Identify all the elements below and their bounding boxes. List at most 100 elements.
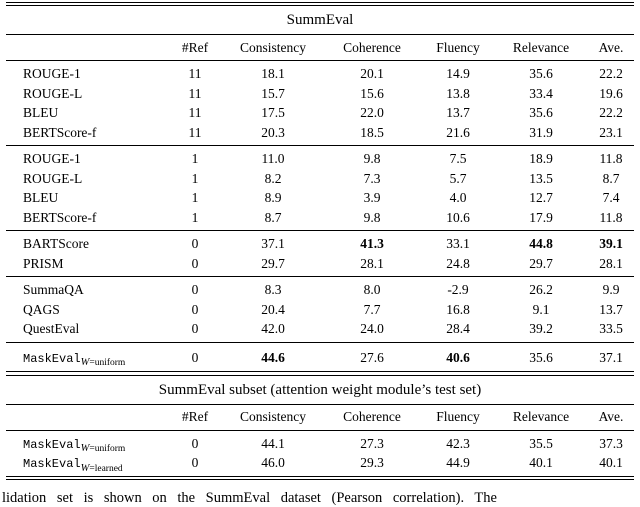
score-cell: 35.6	[529, 105, 553, 121]
score-cell: 9.1	[532, 301, 550, 317]
table-row: BERTScore-f 11 20.3 18.5 21.6 31.9 23.1	[6, 123, 634, 146]
score-cell: 41.3	[322, 230, 422, 254]
table-row: PRISM 0 29.7 28.1 24.8 29.7 28.1	[6, 254, 634, 277]
score-cell: 46.0	[261, 455, 285, 471]
score-cell: 29.7	[261, 255, 285, 271]
score-cell: 22.2	[599, 66, 623, 82]
metric-label: MaskEvalW=learned	[6, 453, 166, 476]
score-cell: 21.6	[446, 124, 470, 140]
score-cell: 18.1	[261, 66, 285, 82]
score-cell: 13.5	[529, 170, 553, 186]
score-cell: 20.1	[360, 66, 384, 82]
score-cell: 28.4	[446, 321, 470, 337]
ref-cell: 0	[166, 276, 224, 300]
col-consistency: Consistency	[224, 35, 322, 62]
corner-cell	[6, 35, 166, 62]
score-cell: 27.3	[360, 435, 384, 451]
col-ave: Ave.	[588, 35, 634, 62]
maskeval-subscript: W=uniform	[80, 443, 126, 455]
score-cell: 22.2	[599, 105, 623, 121]
col-coherence: Coherence	[322, 404, 422, 431]
score-cell: 14.9	[446, 66, 470, 82]
score-cell: 27.6	[322, 341, 422, 372]
group-qa-metrics: SummaQA 0 8.3 8.0 -2.9 26.2 9.9 QAGS 0 2…	[6, 276, 634, 343]
table-row: BARTScore 0 37.1 41.3 33.1 44.8 39.1	[6, 230, 634, 254]
header-row: #Ref Consistency Coherence Fluency Relev…	[6, 35, 634, 62]
ref-cell: 1	[191, 170, 199, 186]
ref-cell: 0	[191, 321, 199, 337]
score-cell: 9.9	[588, 276, 634, 300]
divider-double-bottom	[6, 475, 634, 481]
ref-cell: 0	[191, 435, 199, 451]
divider	[6, 403, 634, 405]
table-row: ROUGE-L 11 15.7 15.6 13.8 33.4 19.6	[6, 84, 634, 104]
score-cell: 19.6	[599, 85, 623, 101]
metric-label: ROUGE-L	[23, 170, 83, 186]
score-cell: 17.5	[261, 105, 285, 121]
score-cell: 18.5	[360, 124, 384, 140]
score-cell: 35.6	[529, 66, 553, 82]
table-row: ROUGE-1 1 11.0 9.8 7.5 18.9 11.8	[6, 145, 634, 169]
score-cell: 8.0	[322, 276, 422, 300]
metric-label: MaskEvalW=uniform	[6, 430, 166, 455]
corner-cell	[6, 404, 166, 431]
metric-label: MaskEvalW=uniform	[6, 341, 166, 372]
table-row: BLEU 11 17.5 22.0 13.7 35.6 22.2	[6, 103, 634, 123]
group-11ref: ROUGE-1 11 18.1 20.1 14.9 35.6 22.2 ROUG…	[6, 61, 634, 146]
table-row: BLEU 1 8.9 3.9 4.0 12.7 7.4	[6, 188, 634, 208]
score-cell: 42.0	[261, 321, 285, 337]
metric-label: BARTScore	[6, 230, 166, 254]
divider-double-top	[6, 2, 634, 7]
metric-label: QAGS	[23, 301, 60, 317]
table-row: MaskEvalW=uniform 0 44.6 27.6 40.6 35.6 …	[6, 341, 634, 372]
caption-fragment: lidation set is shown on the SummEval da…	[2, 490, 497, 506]
col-ref: #Ref	[166, 35, 224, 62]
score-cell: 8.7	[602, 170, 620, 186]
subset-table: #Ref Consistency Coherence Fluency Relev…	[6, 404, 634, 476]
score-cell: 33.4	[529, 85, 553, 101]
ref-cell: 11	[188, 124, 202, 140]
metric-label: BERTScore-f	[23, 209, 97, 225]
score-cell: 28.1	[360, 255, 384, 271]
col-ref: #Ref	[166, 404, 224, 431]
maskeval-label: MaskEval	[23, 437, 81, 452]
ref-cell: 11	[188, 85, 202, 101]
table-row: QuestEval 0 42.0 24.0 28.4 39.2 33.5	[6, 319, 634, 342]
score-cell: 35.5	[529, 435, 553, 451]
score-cell: 29.7	[529, 255, 553, 271]
score-cell: 33.5	[599, 321, 623, 337]
col-consistency: Consistency	[224, 404, 322, 431]
score-cell: 11.0	[224, 145, 322, 169]
metric-label: SummaQA	[6, 276, 166, 300]
score-cell: 20.3	[261, 124, 285, 140]
score-cell: 16.8	[446, 301, 470, 317]
score-cell: 29.3	[360, 455, 384, 471]
maskeval-label: MaskEval	[23, 351, 81, 366]
metric-label: BLEU	[23, 105, 59, 121]
ref-cell: 1	[191, 190, 199, 206]
score-cell: 4.0	[449, 190, 467, 206]
score-cell: -2.9	[422, 276, 494, 300]
score-cell: 7.5	[422, 145, 494, 169]
summeval-table: #Ref Consistency Coherence Fluency Relev…	[6, 35, 634, 372]
table-row: ROUGE-L 1 8.2 7.3 5.7 13.5 8.7	[6, 169, 634, 189]
col-relevance: Relevance	[494, 404, 588, 431]
score-cell: 18.9	[494, 145, 588, 169]
score-cell: 10.6	[446, 209, 470, 225]
divider	[6, 34, 634, 36]
score-cell: 17.9	[529, 209, 553, 225]
ref-cell: 1	[166, 145, 224, 169]
ref-cell: 0	[166, 341, 224, 372]
maskeval-subscript: W=learned	[80, 462, 123, 474]
metric-label: BERTScore-f	[23, 124, 97, 140]
score-cell: 20.4	[261, 301, 285, 317]
metric-label: ROUGE-1	[23, 66, 81, 82]
metric-label: ROUGE-1	[6, 145, 166, 169]
table-row: ROUGE-1 11 18.1 20.1 14.9 35.6 22.2	[6, 61, 634, 84]
group-maskeval-subset: MaskEvalW=uniform 0 44.1 27.3 42.3 35.5 …	[6, 430, 634, 476]
maskeval-subscript: W=uniform	[80, 357, 126, 369]
divider-double-middle	[6, 371, 634, 376]
score-cell: 40.1	[529, 455, 553, 471]
score-cell: 9.8	[363, 209, 381, 225]
score-cell: 44.1	[261, 435, 285, 451]
